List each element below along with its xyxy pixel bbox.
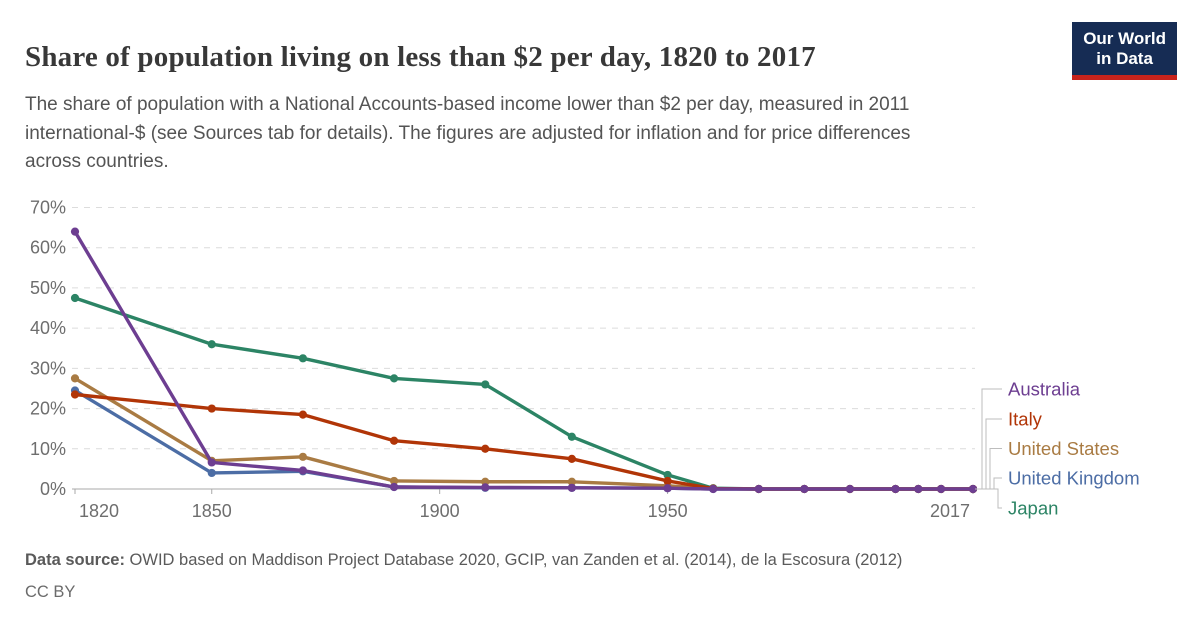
data-point-japan-1870[interactable] bbox=[298, 354, 308, 363]
chart-footer: Data source: OWID based on Maddison Proj… bbox=[25, 548, 1175, 605]
legend-label-italy[interactable]: Italy bbox=[1008, 409, 1043, 430]
x-axis-label: 1900 bbox=[420, 501, 460, 521]
owid-logo-line1: Our World bbox=[1083, 29, 1166, 48]
legend-connector-united-states bbox=[975, 448, 1002, 490]
data-point-australia-1950[interactable] bbox=[663, 484, 672, 493]
legend-connector-australia bbox=[975, 388, 1002, 490]
data-point-united-states-1890[interactable] bbox=[389, 476, 399, 486]
data-point-united-states-1820[interactable] bbox=[70, 374, 80, 383]
y-axis-label: 40% bbox=[30, 318, 66, 338]
data-source-label: Data source: bbox=[25, 551, 125, 569]
y-axis-label: 0% bbox=[40, 479, 66, 499]
data-point-japan-1950[interactable] bbox=[663, 470, 672, 480]
x-axis-label: 1850 bbox=[192, 501, 232, 521]
legend-label-united-kingdom[interactable]: United Kingdom bbox=[1008, 468, 1140, 489]
data-point-australia-1870[interactable] bbox=[298, 466, 308, 475]
data-point-italy-1910[interactable] bbox=[481, 444, 490, 453]
data-point-japan-1850[interactable] bbox=[207, 340, 216, 349]
data-point-japan-1929[interactable] bbox=[567, 432, 576, 441]
data-point-italy-1890[interactable] bbox=[389, 436, 399, 445]
data-point-australia-1820[interactable] bbox=[70, 227, 80, 236]
chart-title: Share of population living on less than … bbox=[25, 41, 816, 74]
y-axis-label: 60% bbox=[30, 238, 66, 258]
data-point-united-states-1910[interactable] bbox=[481, 477, 490, 486]
y-axis-label: 20% bbox=[30, 399, 66, 419]
chart-subtitle: The share of population with a National … bbox=[25, 91, 1165, 177]
data-point-italy-1850[interactable] bbox=[207, 404, 216, 413]
series-united-states[interactable] bbox=[70, 374, 978, 494]
data-point-italy-1870[interactable] bbox=[298, 410, 308, 419]
legend-label-united-states[interactable]: United States bbox=[1008, 438, 1119, 459]
y-axis-label: 30% bbox=[30, 358, 66, 378]
owid-logo[interactable]: Our World in Data bbox=[1072, 22, 1177, 80]
data-point-united-states-1870[interactable] bbox=[298, 452, 308, 461]
x-axis-label: 1950 bbox=[648, 501, 688, 521]
series-italy[interactable] bbox=[70, 390, 978, 494]
y-axis-label: 70% bbox=[30, 198, 66, 218]
data-point-australia-2005[interactable] bbox=[914, 484, 923, 494]
data-point-australia-1929[interactable] bbox=[567, 483, 576, 492]
series-line-australia[interactable] bbox=[73, 229, 975, 491]
series-australia[interactable] bbox=[70, 227, 978, 494]
series-japan[interactable] bbox=[70, 293, 978, 494]
data-point-australia-1850[interactable] bbox=[207, 458, 216, 467]
data-point-australia-2000[interactable] bbox=[891, 484, 900, 494]
y-axis-label: 50% bbox=[30, 278, 66, 298]
subtitle-line: The share of population with a National … bbox=[25, 94, 910, 115]
data-point-united-states-1929[interactable] bbox=[567, 477, 576, 486]
data-point-australia-2010[interactable] bbox=[936, 484, 946, 494]
data-point-australia-1990[interactable] bbox=[845, 484, 855, 494]
data-point-japan-1890[interactable] bbox=[389, 374, 399, 383]
data-source-line: Data source: OWID based on Maddison Proj… bbox=[25, 548, 1175, 573]
data-point-italy-1950[interactable] bbox=[663, 476, 672, 486]
x-axis-label: 2017 bbox=[930, 501, 970, 521]
data-point-australia-1980[interactable] bbox=[800, 484, 809, 494]
data-point-australia-1890[interactable] bbox=[389, 482, 399, 492]
legend-connector-united-kingdom bbox=[975, 477, 1002, 490]
subtitle-line: across countries. bbox=[25, 151, 169, 172]
data-source-text: OWID based on Maddison Project Database … bbox=[124, 551, 903, 569]
data-point-japan-1910[interactable] bbox=[481, 380, 490, 389]
data-point-japan-1820[interactable] bbox=[70, 293, 80, 303]
legend-label-australia[interactable]: Australia bbox=[1008, 379, 1081, 400]
legend-label-japan[interactable]: Japan bbox=[1008, 498, 1058, 519]
data-point-italy-1929[interactable] bbox=[567, 454, 576, 463]
data-point-australia-1960[interactable] bbox=[709, 484, 718, 494]
data-point-australia-1970[interactable] bbox=[754, 484, 763, 494]
data-point-australia-1910[interactable] bbox=[481, 483, 490, 492]
owid-logo-line2: in Data bbox=[1096, 49, 1153, 68]
x-axis-label: 1820 bbox=[79, 501, 119, 521]
data-point-italy-1820[interactable] bbox=[70, 390, 80, 399]
license-badge: CC BY bbox=[25, 583, 76, 601]
legend-connector-japan bbox=[975, 488, 1002, 509]
data-point-united-kingdom-1850[interactable] bbox=[207, 468, 216, 478]
y-axis-label: 10% bbox=[30, 439, 66, 459]
series-united-kingdom[interactable] bbox=[70, 386, 978, 494]
data-point-australia-2017[interactable] bbox=[968, 484, 978, 494]
subtitle-line: international-$ (see Sources tab for det… bbox=[25, 122, 911, 144]
